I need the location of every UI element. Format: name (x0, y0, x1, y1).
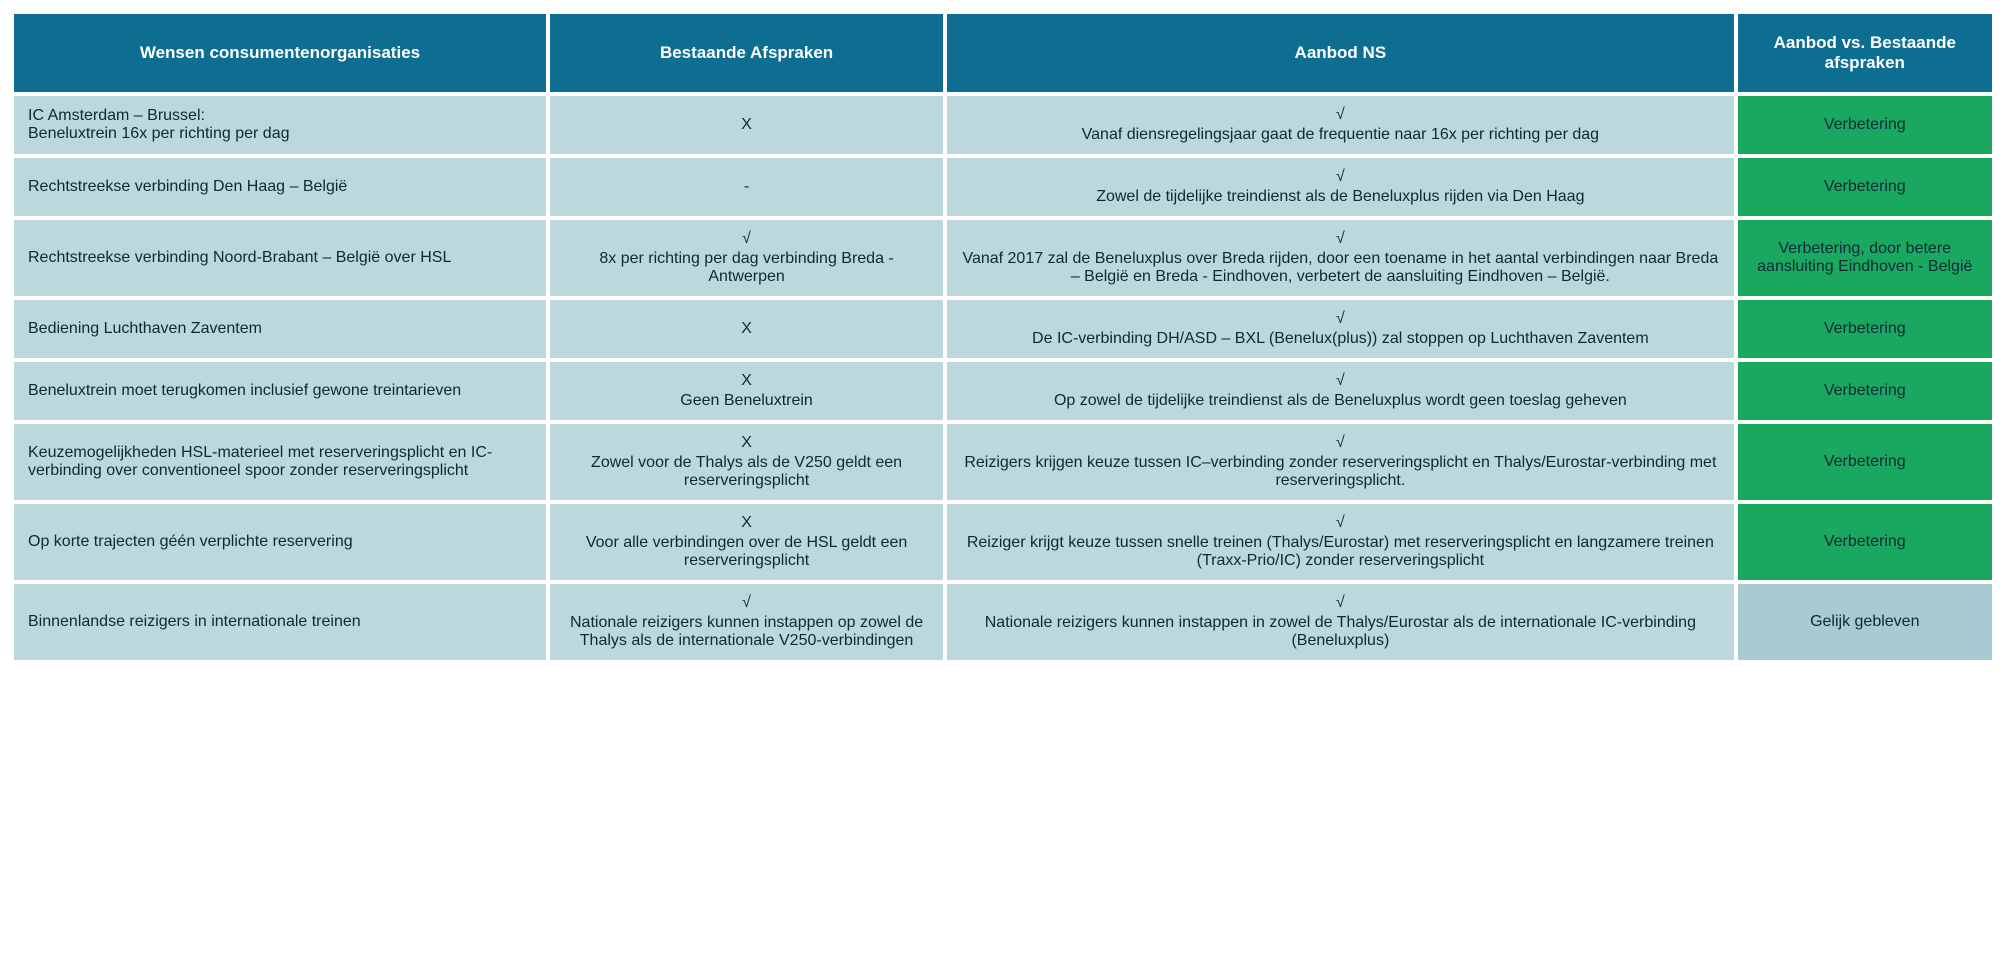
table-row: Keuzemogelijkheden HSL-materieel met res… (14, 424, 1992, 500)
aanbod-symbol: √ (961, 168, 1719, 186)
cell-aanbod-ns: √ Reizigers krijgen keuze tussen IC–verbi… (947, 424, 1733, 500)
cell-aanbod-ns: √ Vanaf 2017 zal de Beneluxplus over Bred… (947, 220, 1733, 296)
col-header-bestaand: Bestaande Afspraken (550, 14, 943, 92)
bestaand-text: Geen Beneluxtrein (564, 392, 929, 410)
cell-aanbod-ns: √ Vanaf diensregelingsjaar gaat de freque… (947, 96, 1733, 154)
bestaand-text: Zowel voor de Thalys als de V250 geldt e… (564, 454, 929, 490)
cell-wens: Binnenlandse reizigers in internationale… (14, 584, 546, 660)
cell-wens: Keuzemogelijkheden HSL-materieel met res… (14, 424, 546, 500)
cell-bestaand: X (550, 96, 943, 154)
aanbod-symbol: √ (961, 310, 1719, 328)
cell-bestaand: - (550, 158, 943, 216)
cell-status: Verbetering, door betere aansluiting Ein… (1738, 220, 1992, 296)
cell-wens: Bediening Luchthaven Zaventem (14, 300, 546, 358)
aanbod-text: Vanaf 2017 zal de Beneluxplus over Breda… (961, 250, 1719, 286)
aanbod-symbol: √ (961, 106, 1719, 124)
col-header-status: Aanbod vs. Bestaande afspraken (1738, 14, 1992, 92)
cell-aanbod-ns: √ Zowel de tijdelijke treindienst als de … (947, 158, 1733, 216)
table-row: Op korte trajecten géén verplichte reser… (14, 504, 1992, 580)
cell-wens: Rechtstreekse verbinding Den Haag – Belg… (14, 158, 546, 216)
aanbod-text: Nationale reizigers kunnen instappen in … (961, 614, 1719, 650)
comparison-table: Wensen consumentenorganisaties Bestaande… (10, 10, 1996, 664)
bestaand-symbol: √ (564, 230, 929, 248)
cell-status: Verbetering (1738, 424, 1992, 500)
aanbod-text: Reizigers krijgen keuze tussen IC–verbin… (961, 454, 1719, 490)
aanbod-symbol: √ (961, 372, 1719, 390)
bestaand-symbol: X (564, 372, 929, 390)
aanbod-text: Vanaf diensregelingsjaar gaat de frequen… (961, 126, 1719, 144)
aanbod-text: Reiziger krijgt keuze tussen snelle trei… (961, 534, 1719, 570)
cell-aanbod-ns: √ Reiziger krijgt keuze tussen snelle tre… (947, 504, 1733, 580)
cell-wens: Op korte trajecten géén verplichte reser… (14, 504, 546, 580)
cell-status: Verbetering (1738, 504, 1992, 580)
cell-wens: Rechtstreekse verbinding Noord-Brabant –… (14, 220, 546, 296)
bestaand-text: Voor alle verbindingen over de HSL geldt… (564, 534, 929, 570)
table-body: IC Amsterdam – Brussel:Beneluxtrein 16x … (14, 96, 1992, 660)
table-row: Rechtstreekse verbinding Den Haag – Belg… (14, 158, 1992, 216)
table-header-row: Wensen consumentenorganisaties Bestaande… (14, 14, 1992, 92)
cell-status: Gelijk gebleven (1738, 584, 1992, 660)
aanbod-text: Op zowel de tijdelijke treindienst als d… (961, 392, 1719, 410)
table-row: Binnenlandse reizigers in internationale… (14, 584, 1992, 660)
cell-bestaand: X Voor alle verbindingen over de HSL geld… (550, 504, 943, 580)
bestaand-text: Nationale reizigers kunnen instappen op … (564, 614, 929, 650)
bestaand-symbol: X (564, 434, 929, 452)
bestaand-symbol: X (564, 514, 929, 532)
cell-bestaand: √ Nationale reizigers kunnen instappen op… (550, 584, 943, 660)
table-row: Rechtstreekse verbinding Noord-Brabant –… (14, 220, 1992, 296)
bestaand-text: 8x per richting per dag verbinding Breda… (564, 250, 929, 286)
aanbod-symbol: √ (961, 434, 1719, 452)
aanbod-symbol: √ (961, 514, 1719, 532)
cell-status: Verbetering (1738, 300, 1992, 358)
cell-aanbod-ns: √ Op zowel de tijdelijke treindienst als … (947, 362, 1733, 420)
cell-status: Verbetering (1738, 158, 1992, 216)
cell-status: Verbetering (1738, 362, 1992, 420)
aanbod-text: Zowel de tijdelijke treindienst als de B… (961, 188, 1719, 206)
table-row: Beneluxtrein moet terugkomen inclusief g… (14, 362, 1992, 420)
cell-wens: IC Amsterdam – Brussel:Beneluxtrein 16x … (14, 96, 546, 154)
col-header-aanbod-ns: Aanbod NS (947, 14, 1733, 92)
bestaand-symbol: X (564, 320, 929, 338)
cell-aanbod-ns: √ Nationale reizigers kunnen instappen in… (947, 584, 1733, 660)
aanbod-text: De IC-verbinding DH/ASD – BXL (Benelux(p… (961, 330, 1719, 348)
cell-bestaand: X Zowel voor de Thalys als de V250 geldt … (550, 424, 943, 500)
aanbod-symbol: √ (961, 230, 1719, 248)
cell-status: Verbetering (1738, 96, 1992, 154)
cell-bestaand: X (550, 300, 943, 358)
bestaand-symbol: - (564, 178, 929, 196)
cell-wens: Beneluxtrein moet terugkomen inclusief g… (14, 362, 546, 420)
table-row: Bediening Luchthaven Zaventem X √ De IC-ver… (14, 300, 1992, 358)
cell-aanbod-ns: √ De IC-verbinding DH/ASD – BXL (Benelux(… (947, 300, 1733, 358)
aanbod-symbol: √ (961, 594, 1719, 612)
cell-bestaand: √ 8x per richting per dag verbinding Bred… (550, 220, 943, 296)
cell-bestaand: X Geen Beneluxtrein (550, 362, 943, 420)
bestaand-symbol: √ (564, 594, 929, 612)
bestaand-symbol: X (564, 116, 929, 134)
table-row: IC Amsterdam – Brussel:Beneluxtrein 16x … (14, 96, 1992, 154)
col-header-wensen: Wensen consumentenorganisaties (14, 14, 546, 92)
